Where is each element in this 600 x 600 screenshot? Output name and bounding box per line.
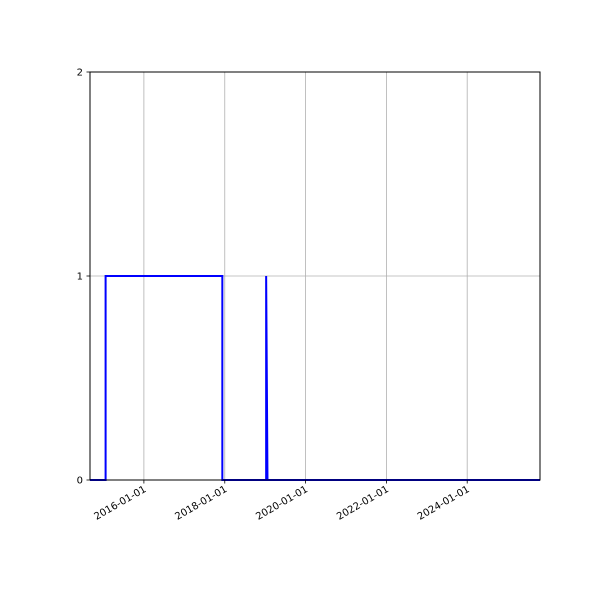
x-tick-label: 2018-01-01 xyxy=(173,484,229,523)
series-line-0 xyxy=(90,275,540,481)
x-tick-label: 2024-01-01 xyxy=(416,484,472,523)
y-tick-label: 1 xyxy=(77,272,83,283)
series-layer xyxy=(90,275,540,481)
y-tick-label: 2 xyxy=(77,68,83,79)
x-axis: 2016-01-01 2018-01-01 2020-01-01 2022-01-01… xyxy=(93,480,472,523)
y-axis: 0 1 2 xyxy=(77,68,90,487)
y-tick-label: 0 xyxy=(77,476,83,487)
x-tick-label: 2016-01-01 xyxy=(93,484,149,523)
x-tick-label: 2020-01-01 xyxy=(254,484,310,523)
x-tick-label: 2022-01-01 xyxy=(335,484,391,523)
